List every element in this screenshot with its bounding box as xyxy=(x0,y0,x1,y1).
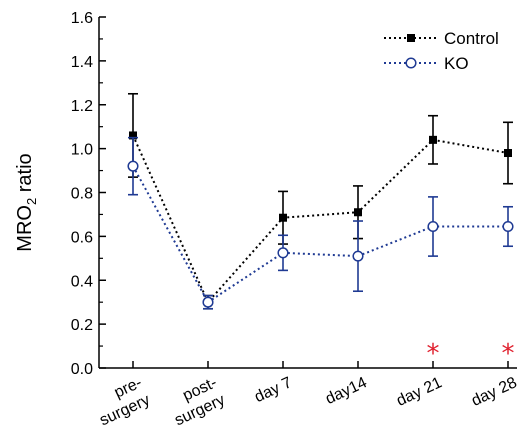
series-ko xyxy=(127,136,514,310)
legend-marker xyxy=(405,57,417,69)
significance-star: * xyxy=(427,339,440,369)
y-label-suffix: ratio xyxy=(14,153,36,197)
data-point xyxy=(352,250,364,262)
x-tick-label-group: day 21 xyxy=(394,374,445,410)
y-label-subscript: 2 xyxy=(24,198,39,205)
y-tick-label: 1.2 xyxy=(71,98,93,115)
x-tick-label-group: day14 xyxy=(323,374,370,408)
x-tick-label-group: post-surgery xyxy=(172,374,228,429)
legend-label: KO xyxy=(444,54,469,73)
y-tick-label: 0.2 xyxy=(71,317,93,334)
y-tick-label: 0.0 xyxy=(71,361,93,378)
y-tick-label: 1.6 xyxy=(71,10,93,27)
x-tick-label: day 28 xyxy=(469,374,520,410)
data-point xyxy=(129,131,137,140)
legend: Control KO xyxy=(384,29,499,73)
y-tick-label: 0.4 xyxy=(71,273,93,290)
axes xyxy=(98,16,517,369)
x-tick-label-group: pre-surgery xyxy=(97,374,153,429)
y-tick-label: 0.8 xyxy=(71,186,93,203)
data-point xyxy=(277,247,289,259)
annotations: * * xyxy=(427,339,515,369)
data-point xyxy=(354,208,362,217)
series-line xyxy=(132,135,509,305)
data-point xyxy=(127,160,139,172)
y-axis-label: MRO2 ratio xyxy=(14,153,39,251)
x-tick-label-group: day 28 xyxy=(469,374,520,410)
x-tick-label: day 21 xyxy=(394,374,445,410)
data-point xyxy=(429,135,437,144)
significance-star: * xyxy=(502,339,515,369)
series-line xyxy=(132,165,508,304)
y-label-main: MRO xyxy=(14,205,36,252)
data-point xyxy=(202,296,214,308)
series-layer xyxy=(127,92,514,310)
data-point xyxy=(427,220,439,233)
y-tick-label: 1.4 xyxy=(71,54,93,71)
legend-marker xyxy=(407,34,415,42)
y-tick-label: 0.6 xyxy=(71,229,93,246)
x-tick-label: day14 xyxy=(323,374,370,408)
x-tick-label-group: day 7 xyxy=(252,374,295,406)
x-tick-label: day 7 xyxy=(252,374,295,406)
data-point xyxy=(279,213,287,222)
data-point xyxy=(502,220,514,233)
y-tick-label: 1.0 xyxy=(71,142,93,159)
data-point xyxy=(504,149,512,158)
series-control xyxy=(128,92,513,310)
x-tick-labels: pre-surgery post-surgery day 7 day14 day 21 d… xyxy=(97,374,520,429)
legend-label: Control xyxy=(444,29,499,48)
y-tick-labels: 0.0 0.2 0.4 0.6 0.8 1.0 1.2 1.4 1.6 xyxy=(71,10,93,378)
